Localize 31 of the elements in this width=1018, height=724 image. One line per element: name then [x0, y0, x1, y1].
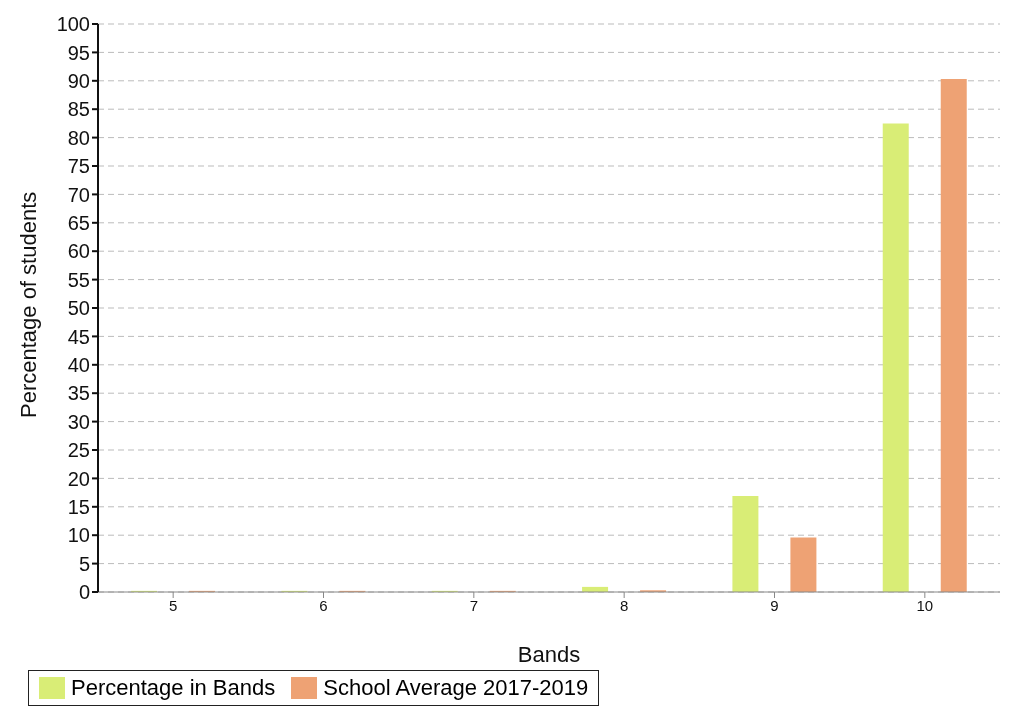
legend-label: School Average 2017-2019 — [322, 675, 589, 701]
x-tick-label: 8 — [619, 596, 629, 614]
y-tick-label: 15 — [67, 495, 90, 518]
x-tick-label: 5 — [168, 596, 178, 614]
y-tick-label: 70 — [67, 183, 90, 206]
y-tick-label: 5 — [78, 552, 90, 575]
y-tick-label: 50 — [67, 297, 90, 320]
y-tick-label: 100 — [56, 13, 90, 36]
y-tick-label: 25 — [67, 439, 90, 462]
y-tick-label: 85 — [67, 98, 90, 121]
y-tick-label: 20 — [67, 467, 90, 490]
y-tick-label: 60 — [67, 240, 90, 263]
x-axis-title: Bands — [517, 642, 581, 667]
y-axis-title: Percentage of students — [15, 191, 41, 418]
y-tick-label: 80 — [67, 126, 90, 149]
y-tick-label: 40 — [67, 353, 90, 376]
y-tick-label: 55 — [67, 268, 90, 291]
y-tick-label: 10 — [67, 524, 90, 547]
y-tick-label: 95 — [67, 41, 90, 64]
y-tick-label: 30 — [67, 410, 90, 433]
x-tick-label: 10 — [916, 596, 934, 614]
y-tick-label: 35 — [67, 382, 90, 405]
x-tick-label: 7 — [469, 596, 479, 614]
y-tick-label: 0 — [78, 581, 90, 604]
x-tick-label: 9 — [770, 596, 779, 614]
y-tick-label: 45 — [67, 325, 90, 348]
y-tick-label: 90 — [67, 69, 90, 92]
y-tick-label: 75 — [67, 155, 90, 178]
x-tick-label: 6 — [319, 596, 328, 614]
legend-label: Percentage in Bands — [70, 675, 276, 701]
y-tick-label: 65 — [67, 211, 90, 234]
